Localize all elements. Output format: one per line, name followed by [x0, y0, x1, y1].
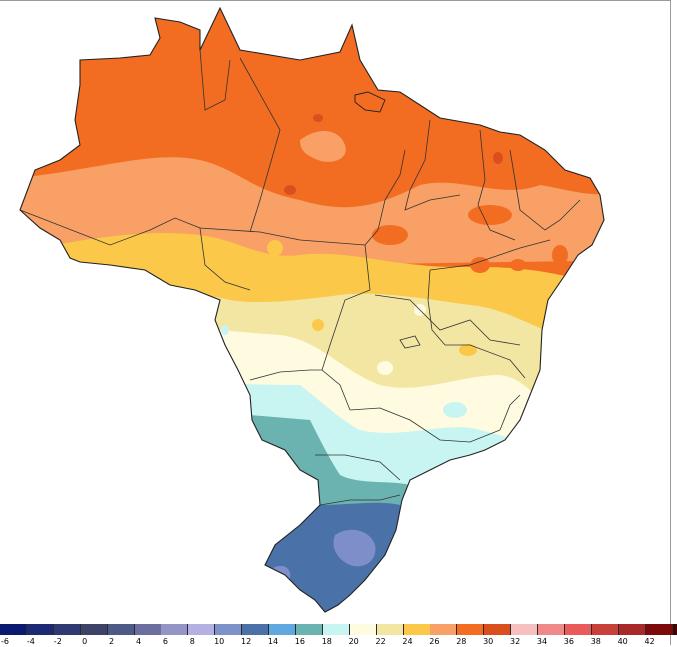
- border-pr: [315, 454, 401, 481]
- legend-swatch: [376, 624, 404, 635]
- legend-tick-label: 2: [109, 637, 115, 646]
- legend-tick-label: 30: [483, 637, 494, 646]
- legend-tick-label: 12: [241, 637, 252, 646]
- brazil-temperature-map: [19, 7, 605, 613]
- legend-swatch: [80, 624, 108, 635]
- legend-swatch: [538, 624, 565, 635]
- border-mg-sp: [349, 407, 501, 443]
- border-go-mg: [374, 294, 521, 346]
- legend-tick-label: 22: [375, 637, 386, 646]
- border-am-pa: [239, 57, 281, 233]
- legend-tick-label: 6: [162, 637, 168, 646]
- legend-swatch: [349, 624, 377, 635]
- legend-swatch: [161, 624, 189, 635]
- island-28-d: [468, 205, 512, 225]
- hotspot-30-c: [493, 152, 503, 164]
- border-pa-mt: [364, 149, 406, 246]
- legend-swatch: [564, 624, 592, 635]
- legend-swatch: [322, 624, 350, 635]
- hotspot-30-b: [313, 114, 323, 122]
- legend-tick-label: 24: [402, 637, 413, 646]
- island-24-d: [459, 344, 477, 356]
- legend-tick-label: 36: [563, 637, 574, 646]
- legend-tick-label: 14: [267, 637, 279, 646]
- legend-swatch: [618, 624, 646, 635]
- legend-swatch: [53, 624, 81, 635]
- legend-swatch: [457, 624, 485, 635]
- island-18-a: [443, 402, 467, 418]
- legend-swatch: [26, 624, 54, 635]
- legend-tick-label: 34: [536, 637, 548, 646]
- legend-tick-label: 26: [429, 637, 440, 646]
- legend-swatch: [484, 624, 512, 635]
- legend-swatch: [295, 624, 323, 635]
- zone-8: [333, 529, 376, 567]
- border-ms: [249, 369, 351, 411]
- zone-8-b: [270, 565, 291, 583]
- border-ma-pi: [404, 119, 461, 211]
- border-df: [399, 335, 421, 349]
- legend-swatch: [430, 624, 458, 635]
- legend-tick-label: 32: [510, 637, 521, 646]
- border-am-south: [19, 209, 366, 246]
- border-sc: [319, 494, 401, 506]
- island-28-b: [470, 257, 490, 273]
- legend-tick-label: 16: [294, 637, 305, 646]
- legend-tick-label: 28: [456, 637, 467, 646]
- legend-swatch: [591, 624, 619, 635]
- border-ba-mg: [445, 344, 526, 379]
- zone-26-b: [300, 130, 346, 162]
- legend-tick-label: 4: [135, 637, 142, 646]
- color-scale-legend: -6 -4 -2 0 2 4 6 8 10 12 14 16 18 20 22 24 26 28 30 32 34 36 3…: [0, 624, 677, 647]
- legend-tick-label: 42: [644, 637, 655, 646]
- legend-tick-label: 0: [82, 637, 88, 646]
- border-mt-go: [321, 244, 371, 371]
- island-24-b: [488, 292, 502, 304]
- legend-tick-label: 18: [321, 637, 332, 646]
- state-borders: [19, 49, 581, 506]
- legend-swatch: [242, 624, 270, 635]
- legend-swatch: [672, 624, 677, 635]
- legend-swatch: [215, 624, 243, 635]
- legend-tick-label: -2: [53, 637, 62, 646]
- island-28-e: [552, 245, 568, 265]
- legend-tick-label: 40: [617, 637, 628, 646]
- hotspot-30-a: [284, 185, 296, 195]
- legend-swatch: [0, 624, 27, 635]
- legend-tick-label: 8: [189, 637, 195, 646]
- legend-swatch: [403, 624, 431, 635]
- island-20-a: [377, 361, 393, 375]
- border-ro: [199, 227, 251, 291]
- marajo-island: [354, 91, 386, 113]
- island-18-b: [221, 325, 229, 335]
- legend-swatch: [188, 624, 216, 635]
- legend-swatch: [269, 624, 296, 635]
- island-28-c: [510, 259, 526, 271]
- island-28-a: [372, 225, 408, 245]
- legend-swatch: [134, 624, 162, 635]
- legend-swatch: [645, 624, 673, 635]
- border-pi-ce: [477, 129, 516, 241]
- border-to-ba: [427, 269, 446, 346]
- legend-tick-label: -6: [1, 637, 9, 646]
- legend-swatch: [107, 624, 135, 635]
- legend-tick-label: 20: [348, 637, 359, 646]
- legend-tick-label: 10: [214, 637, 225, 646]
- legend-swatch: [511, 624, 539, 635]
- island-24-c: [312, 319, 324, 331]
- border-north-rr: [199, 49, 231, 111]
- border-ne-coast: [509, 149, 581, 231]
- legend-tick-label: 38: [590, 637, 601, 646]
- island-24-a: [267, 240, 283, 256]
- border-ba-north: [429, 239, 551, 271]
- legend-color-bar: [0, 624, 677, 635]
- border-es-rj: [499, 394, 521, 431]
- legend-tick-label: -4: [26, 637, 35, 646]
